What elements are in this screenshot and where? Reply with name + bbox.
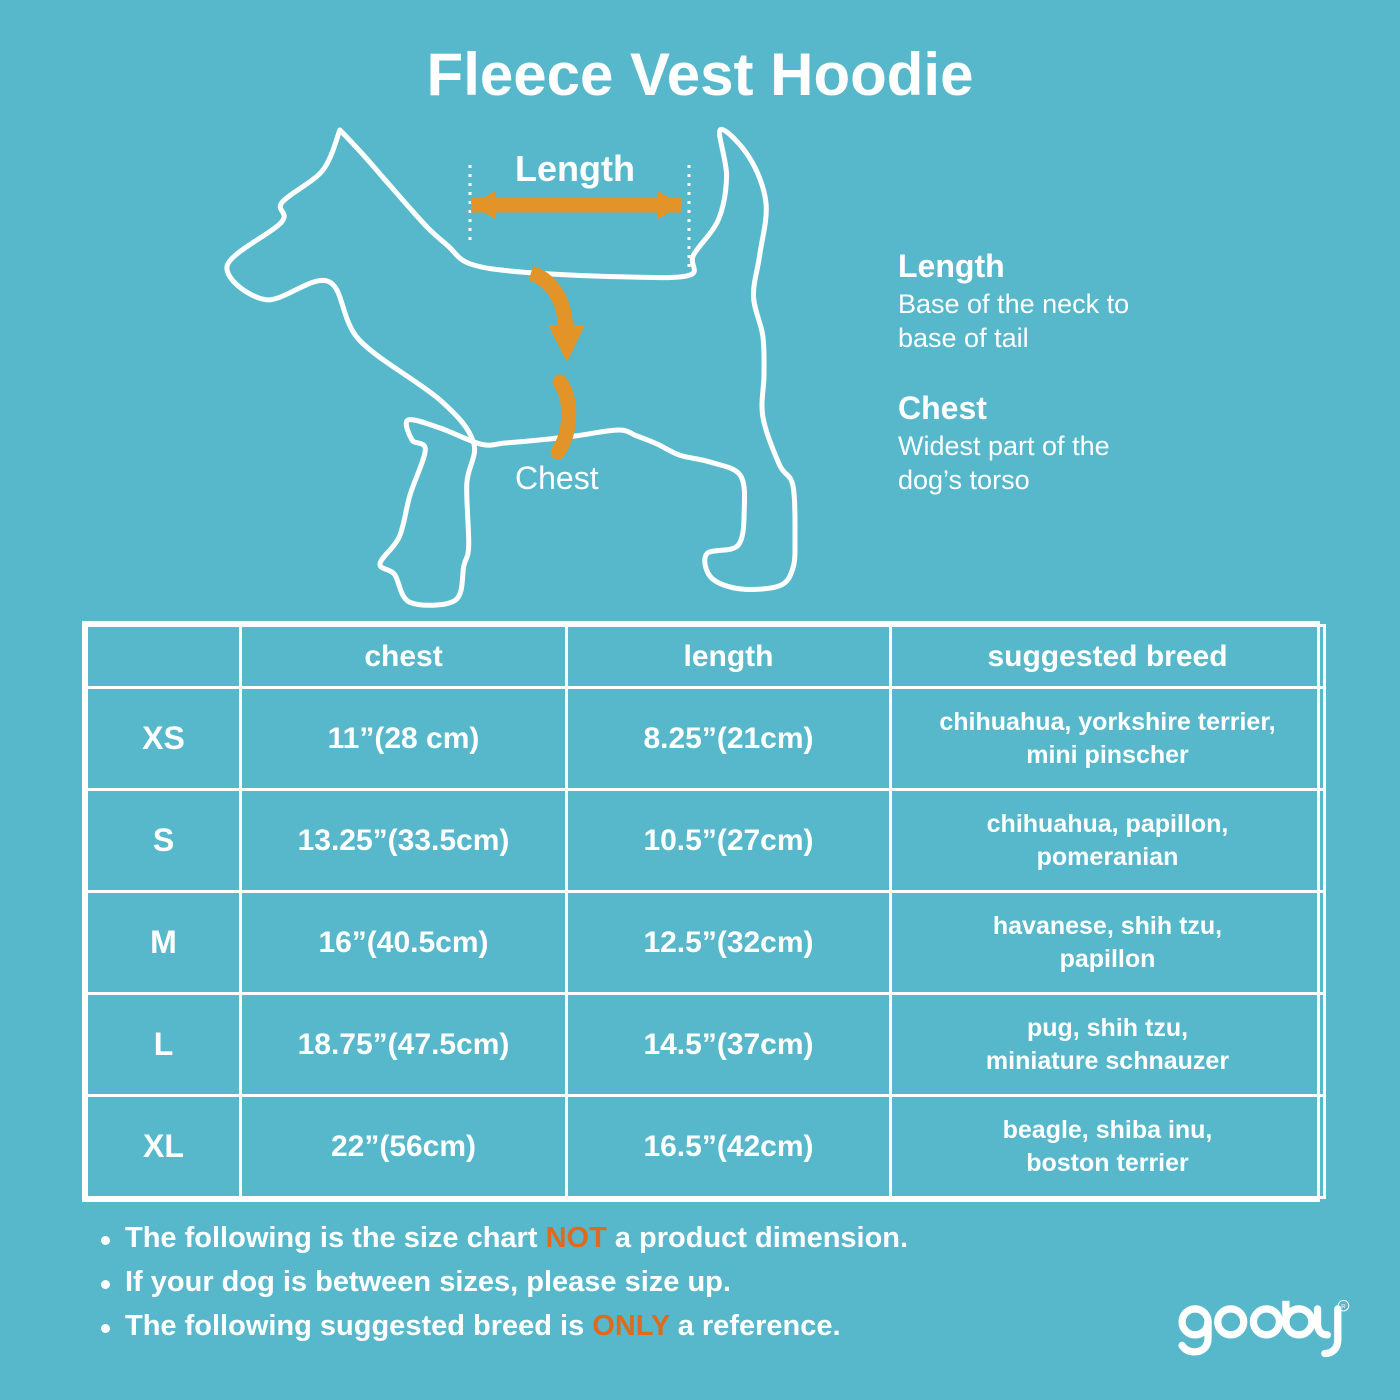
svg-text:R: R — [1341, 1304, 1345, 1310]
